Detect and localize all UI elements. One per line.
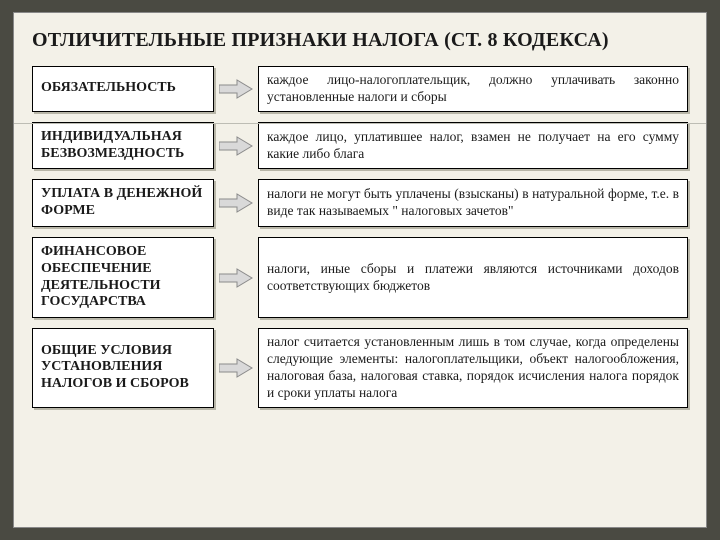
label-text: ФИНАНСОВОЕ ОБЕСПЕЧЕНИЕ ДЕЯТЕЛЬНОСТИ ГОСУ… [41, 244, 205, 311]
arrow-icon [219, 267, 253, 289]
arrow-col [214, 122, 258, 170]
label-box: УПЛАТА В ДЕНЕЖНОЙ ФОРМЕ [32, 179, 214, 227]
label-text: ОБЯЗАТЕЛЬНОСТЬ [41, 80, 176, 97]
label-text: УПЛАТА В ДЕНЕЖНОЙ ФОРМЕ [41, 186, 205, 220]
arrow-col [214, 328, 258, 408]
arrow-icon [219, 78, 253, 100]
label-text: ОБЩИЕ УСЛОВИЯ УСТАНОВЛЕНИЯ НАЛОГОВ И СБО… [41, 343, 205, 393]
description-box: каждое лицо, уплатившее налог, взамен не… [258, 122, 688, 170]
divider-line [14, 123, 706, 124]
description-box: налоги не могут быть уплачены (взысканы)… [258, 179, 688, 227]
label-box: ОБЯЗАТЕЛЬНОСТЬ [32, 66, 214, 112]
label-box: ОБЩИЕ УСЛОВИЯ УСТАНОВЛЕНИЯ НАЛОГОВ И СБО… [32, 328, 214, 408]
description-box: налоги, иные сборы и платежи являются ис… [258, 237, 688, 318]
diagram-row: ОБЯЗАТЕЛЬНОСТЬ каждое лицо-налогоплатель… [32, 66, 688, 112]
page-title: ОТЛИЧИТЕЛЬНЫЕ ПРИЗНАКИ НАЛОГА (СТ. 8 КОД… [32, 29, 688, 52]
arrow-col [214, 66, 258, 112]
label-box: ИНДИВИДУАЛЬНАЯ БЕЗВОЗМЕЗДНОСТЬ [32, 122, 214, 170]
description-text: налог считается установленным лишь в том… [267, 334, 679, 402]
arrow-col [214, 179, 258, 227]
description-text: каждое лицо-налогоплательщик, должно упл… [267, 72, 679, 106]
arrow-col [214, 237, 258, 318]
label-box: ФИНАНСОВОЕ ОБЕСПЕЧЕНИЕ ДЕЯТЕЛЬНОСТИ ГОСУ… [32, 237, 214, 318]
arrow-icon [219, 357, 253, 379]
diagram-row: ОБЩИЕ УСЛОВИЯ УСТАНОВЛЕНИЯ НАЛОГОВ И СБО… [32, 328, 688, 408]
diagram-row: ИНДИВИДУАЛЬНАЯ БЕЗВОЗМЕЗДНОСТЬ каждое ли… [32, 122, 688, 170]
diagram-row: УПЛАТА В ДЕНЕЖНОЙ ФОРМЕ налоги не могут … [32, 179, 688, 227]
diagram-row: ФИНАНСОВОЕ ОБЕСПЕЧЕНИЕ ДЕЯТЕЛЬНОСТИ ГОСУ… [32, 237, 688, 318]
description-box: налог считается установленным лишь в том… [258, 328, 688, 408]
rows-container: ОБЯЗАТЕЛЬНОСТЬ каждое лицо-налогоплатель… [32, 66, 688, 408]
arrow-icon [219, 135, 253, 157]
description-text: каждое лицо, уплатившее налог, взамен не… [267, 129, 679, 163]
description-text: налоги не могут быть уплачены (взысканы)… [267, 186, 679, 220]
description-box: каждое лицо-налогоплательщик, должно упл… [258, 66, 688, 112]
slide: ОТЛИЧИТЕЛЬНЫЕ ПРИЗНАКИ НАЛОГА (СТ. 8 КОД… [13, 12, 707, 528]
arrow-icon [219, 192, 253, 214]
description-text: налоги, иные сборы и платежи являются ис… [267, 261, 679, 295]
label-text: ИНДИВИДУАЛЬНАЯ БЕЗВОЗМЕЗДНОСТЬ [41, 129, 205, 163]
